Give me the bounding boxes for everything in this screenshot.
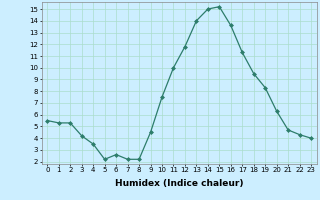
X-axis label: Humidex (Indice chaleur): Humidex (Indice chaleur) [115,179,244,188]
